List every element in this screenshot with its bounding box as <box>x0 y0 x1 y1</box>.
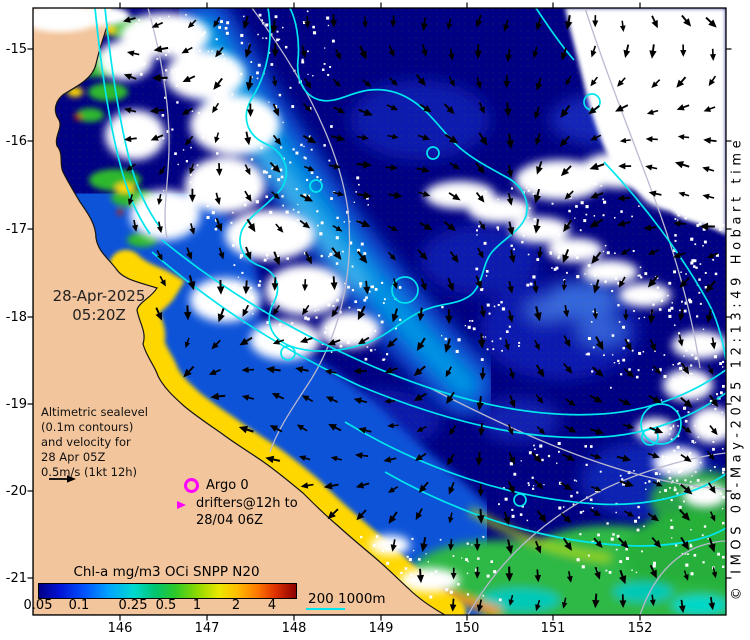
lon-label: 152 <box>627 621 653 636</box>
drifter-label-line: 28/04 06Z <box>196 513 264 528</box>
lat-label: -16 <box>5 134 27 149</box>
shoreline-strip <box>109 250 466 615</box>
annotation-line: 28 Apr 05Z <box>41 450 106 464</box>
colorbar-tick: 1 <box>192 598 202 613</box>
annotation-line: 0.5m/s (1kt 12h) <box>41 465 138 479</box>
annotation-line: Altimetric sealevel <box>41 405 148 419</box>
colorbar-title: Chl-a mg/m3 OCi SNPP N20 <box>73 564 260 580</box>
colorbar-tick: 0.25 <box>118 598 148 613</box>
depth-contour-sample <box>306 608 345 610</box>
colorbar-tick: 0.5 <box>155 598 177 613</box>
map-frame <box>32 7 727 616</box>
annotation-line: and velocity for <box>41 435 131 449</box>
colorbar-tick: 4 <box>267 598 277 613</box>
argo-marker-icon <box>184 478 199 493</box>
cloud-speckles <box>132 10 726 602</box>
coastal-top-clouds <box>33 8 130 32</box>
drifter-marker-icon <box>177 501 186 509</box>
drifter-label-line: drifters@12h to <box>196 496 298 511</box>
lat-label: -15 <box>5 42 27 57</box>
land <box>33 8 447 615</box>
colorbar-tick: 2 <box>231 598 241 613</box>
drifter-label: drifters@12h to 28/04 06Z <box>196 495 298 529</box>
lon-label: 149 <box>368 621 394 636</box>
velocity-vectors <box>122 14 719 614</box>
axis-ticks <box>27 2 732 621</box>
lon-label: 147 <box>194 621 220 636</box>
timestamp: 28-Apr-2025 05:20Z <box>36 287 162 325</box>
lat-label: -21 <box>5 571 27 586</box>
annotation-line: (0.1m contours) <box>41 420 134 434</box>
lat-label: -20 <box>5 484 27 499</box>
altimetry-annotation: Altimetric sealevel (0.1m contours) and … <box>41 405 148 480</box>
argo-label: Argo 0 <box>206 478 249 493</box>
depth-legend-label: 200 1000m <box>308 591 386 607</box>
velocity-scale-arrow <box>49 475 76 483</box>
lon-label: 150 <box>454 621 480 636</box>
colorbar-tick: 0.1 <box>68 598 90 613</box>
colorbar-tick: 0.05 <box>23 598 53 613</box>
credit-text: © IMOS 08-May-2025 12:13:49 Hobart time <box>729 135 745 601</box>
lon-label: 146 <box>107 621 133 636</box>
sealevel-contours <box>94 8 726 547</box>
lat-label: -19 <box>5 397 27 412</box>
colorbar-gradient <box>38 583 297 599</box>
lon-label: 151 <box>540 621 566 636</box>
lat-label: -17 <box>5 222 27 237</box>
lat-label: -18 <box>5 310 27 325</box>
timestamp-time: 05:20Z <box>72 306 126 324</box>
timestamp-date: 28-Apr-2025 <box>52 287 146 305</box>
lon-label: 148 <box>281 621 307 636</box>
